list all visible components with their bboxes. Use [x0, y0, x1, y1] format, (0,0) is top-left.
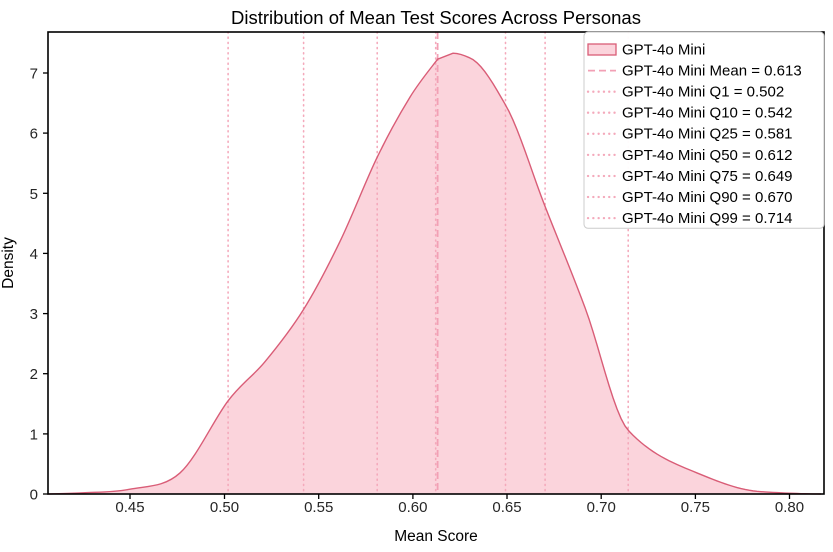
svg-text:Density: Density — [0, 237, 17, 289]
svg-text:0.70: 0.70 — [587, 499, 616, 516]
svg-text:GPT-4o Mini Q50 = 0.612: GPT-4o Mini Q50 = 0.612 — [622, 147, 793, 164]
svg-text:0: 0 — [30, 487, 38, 504]
svg-text:1: 1 — [30, 426, 38, 443]
svg-text:Mean Score: Mean Score — [394, 528, 478, 545]
svg-text:0.55: 0.55 — [304, 499, 333, 516]
svg-text:2: 2 — [30, 366, 38, 383]
svg-text:GPT-4o Mini Q99 = 0.714: GPT-4o Mini Q99 = 0.714 — [622, 210, 793, 227]
svg-text:5: 5 — [30, 186, 38, 203]
svg-text:GPT-4o Mini Q90 = 0.670: GPT-4o Mini Q90 = 0.670 — [622, 189, 793, 206]
svg-text:GPT-4o Mini Q75 = 0.649: GPT-4o Mini Q75 = 0.649 — [622, 168, 793, 185]
svg-text:Distribution of Mean Test Scor: Distribution of Mean Test Scores Across … — [231, 7, 641, 28]
svg-text:0.45: 0.45 — [115, 499, 144, 516]
svg-text:0.65: 0.65 — [492, 499, 521, 516]
svg-text:0.80: 0.80 — [775, 499, 804, 516]
svg-text:6: 6 — [30, 126, 38, 143]
svg-text:GPT-4o Mini Q10 = 0.542: GPT-4o Mini Q10 = 0.542 — [622, 105, 793, 122]
svg-text:0.60: 0.60 — [398, 499, 427, 516]
svg-text:GPT-4o Mini Q1 = 0.502: GPT-4o Mini Q1 = 0.502 — [622, 84, 784, 101]
svg-text:0.75: 0.75 — [681, 499, 710, 516]
svg-text:3: 3 — [30, 306, 38, 323]
svg-text:0.50: 0.50 — [210, 499, 239, 516]
svg-text:GPT-4o Mini: GPT-4o Mini — [622, 42, 705, 59]
svg-text:4: 4 — [30, 246, 38, 263]
svg-text:GPT-4o Mini Q25 = 0.581: GPT-4o Mini Q25 = 0.581 — [622, 126, 793, 143]
svg-text:7: 7 — [30, 66, 38, 83]
svg-text:GPT-4o Mini Mean = 0.613: GPT-4o Mini Mean = 0.613 — [622, 63, 802, 80]
